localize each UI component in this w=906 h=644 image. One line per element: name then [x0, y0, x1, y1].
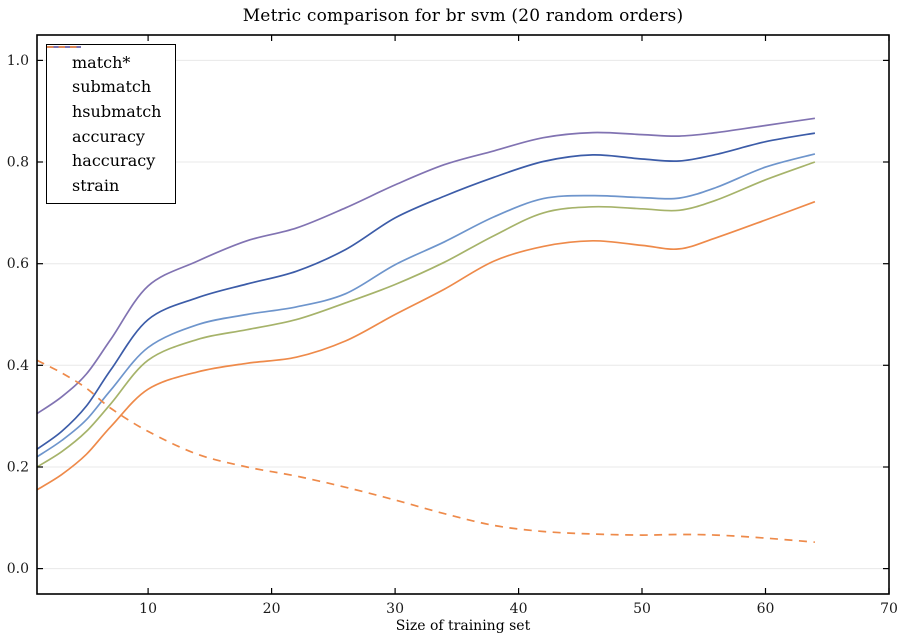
legend-label: match*	[72, 52, 131, 72]
legend-item-hsubmatch: hsubmatch	[47, 46, 162, 124]
x-axis-label: Size of training set	[395, 618, 531, 634]
legend: match* submatch hsubmatch accuracy haccuracy…	[46, 44, 177, 204]
legend-item-strain: strain	[47, 46, 161, 198]
x-tick-label: 60	[757, 601, 775, 617]
y-tick-label: 0.6	[7, 256, 29, 272]
legend-item-accuracy: accuracy	[47, 46, 161, 149]
legend-item-match: match*	[47, 46, 161, 75]
x-tick-label: 70	[880, 601, 898, 617]
legend-label: haccuracy	[72, 151, 156, 171]
series-line-accuracy	[36, 132, 816, 450]
x-tick-label: 20	[263, 601, 281, 617]
x-tick-label: 30	[386, 601, 404, 617]
legend-line-sample	[47, 46, 81, 48]
series-line-haccuracy	[36, 117, 816, 415]
x-tick-label: 10	[139, 601, 157, 617]
series-line-match	[36, 200, 816, 491]
y-tick-label: 0.2	[7, 460, 29, 476]
axes-spines	[36, 34, 890, 595]
y-tick-label: 0.0	[7, 561, 29, 577]
y-tick-label: 1.0	[7, 53, 29, 69]
legend-label: accuracy	[72, 126, 145, 146]
x-tick-label: 40	[510, 601, 528, 617]
legend-item-haccuracy: haccuracy	[47, 46, 161, 173]
legend-label: submatch	[72, 77, 152, 97]
legend-label: hsubmatch	[72, 101, 162, 121]
series-line-strain	[36, 359, 815, 544]
series-line-hsubmatch	[36, 153, 816, 458]
series-line-submatch	[36, 161, 816, 468]
legend-item-submatch: submatch	[47, 46, 161, 100]
y-tick-label: 0.8	[7, 155, 29, 171]
x-tick-label: 50	[633, 601, 651, 617]
y-tick-label: 0.4	[7, 358, 29, 374]
legend-label: strain	[72, 175, 120, 195]
chart-title: Metric comparison for br svm (20 random …	[242, 6, 684, 26]
